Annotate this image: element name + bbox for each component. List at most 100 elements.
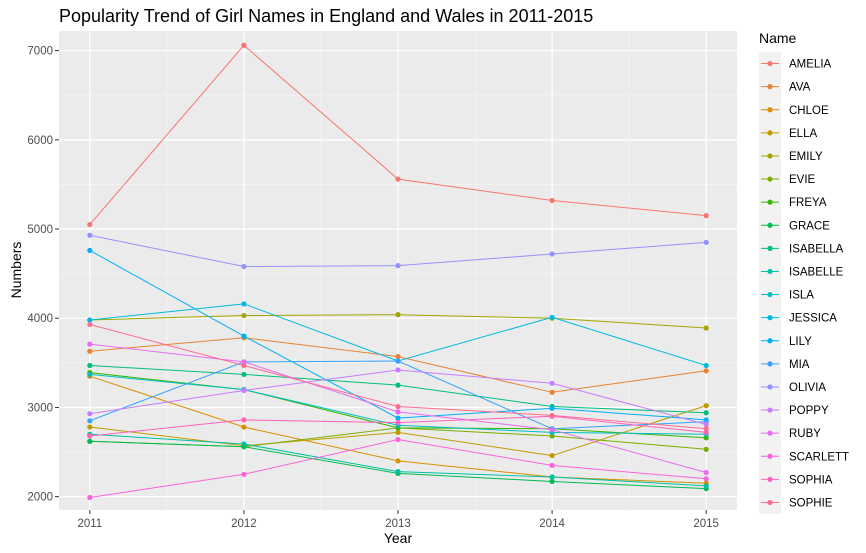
legend: Name AMELIA AVA CHLOE ELLA EMILY EVIE FREYA GRA… xyxy=(759,30,849,514)
legend-label-isla: ISLA xyxy=(789,290,814,302)
x-tick-label: 2015 xyxy=(693,518,719,530)
legend-item-amelia: AMELIA xyxy=(759,52,832,76)
data-point-ava xyxy=(703,368,709,374)
legend-key-point-chloe xyxy=(767,107,773,113)
legend-key-point-ava xyxy=(767,84,773,90)
data-point-grace xyxy=(87,438,93,444)
legend-key-point-isabella xyxy=(767,245,773,251)
legend-item-isabelle: ISABELLE xyxy=(759,259,844,283)
data-point-jessica xyxy=(87,317,93,323)
series-layer xyxy=(87,42,709,501)
x-tick-label: 2012 xyxy=(231,518,257,530)
legend-label-grace: GRACE xyxy=(789,220,830,232)
data-point-jessica xyxy=(241,301,247,307)
data-point-sophie xyxy=(703,426,709,432)
legend-item-jessica: JESSICA xyxy=(759,306,837,330)
series-isabella xyxy=(87,362,709,416)
data-point-chloe xyxy=(241,424,247,430)
data-point-sophia xyxy=(703,429,709,435)
y-tick-label: 2000 xyxy=(27,492,53,504)
data-point-isabella xyxy=(241,371,247,378)
legend-key-point-freya xyxy=(767,199,773,205)
legend-label-sophie: SOPHIE xyxy=(789,497,833,509)
data-point-chloe xyxy=(395,458,401,464)
data-point-freya xyxy=(703,435,709,441)
series-poppy xyxy=(87,367,709,427)
legend-label-mia: MIA xyxy=(789,359,810,371)
data-point-sophia xyxy=(87,433,93,439)
legend-item-mia: MIA xyxy=(759,352,810,376)
data-point-ella xyxy=(549,452,555,459)
legend-item-sophie: SOPHIE xyxy=(759,490,833,514)
data-point-amelia xyxy=(549,197,555,204)
legend-key-point-poppy xyxy=(767,407,773,413)
data-point-emily xyxy=(241,312,247,319)
data-point-sophia xyxy=(241,417,247,423)
legend-label-amelia: AMELIA xyxy=(789,59,832,71)
data-point-olivia xyxy=(395,262,401,269)
data-point-scarlett xyxy=(87,494,93,501)
x-tick-label: 2014 xyxy=(539,518,565,530)
data-point-olivia xyxy=(549,251,555,257)
data-point-ava xyxy=(395,353,401,360)
legend-key-point-ella xyxy=(767,130,773,136)
legend-title: Name xyxy=(759,30,797,46)
data-point-lily xyxy=(87,247,93,254)
data-point-ella xyxy=(395,429,401,435)
legend-item-freya: FREYA xyxy=(759,190,827,214)
legend-key-point-scarlett xyxy=(767,453,773,459)
data-point-lily xyxy=(395,415,401,421)
series-ella xyxy=(87,403,709,459)
legend-item-sophia: SOPHIA xyxy=(759,467,833,491)
legend-label-poppy: POPPY xyxy=(789,405,829,417)
legend-item-poppy: POPPY xyxy=(759,398,829,422)
data-point-scarlett xyxy=(549,462,555,469)
data-point-ava xyxy=(549,389,555,395)
legend-item-evie: EVIE xyxy=(759,167,816,191)
series-ruby xyxy=(87,341,709,476)
data-point-poppy xyxy=(395,367,401,373)
x-axis: 2011 2012 2013 2014 2015 xyxy=(77,510,719,530)
legend-item-lily: LILY xyxy=(759,329,812,353)
data-point-emily xyxy=(703,325,709,331)
y-axis-title: Numbers xyxy=(8,242,24,299)
data-point-lily xyxy=(241,333,247,339)
legend-label-freya: FREYA xyxy=(789,197,827,209)
legend-item-olivia: OLIVIA xyxy=(759,375,826,399)
data-point-scarlett xyxy=(395,436,401,443)
data-point-ruby xyxy=(241,359,247,365)
legend-item-isabella: ISABELLA xyxy=(759,236,844,260)
data-point-mia xyxy=(395,358,401,364)
data-point-evie xyxy=(549,433,555,439)
legend-key-point-isabelle xyxy=(767,268,773,275)
y-axis: 2000 3000 4000 5000 6000 7000 xyxy=(27,46,59,504)
data-point-ruby xyxy=(703,469,709,476)
legend-label-evie: EVIE xyxy=(789,174,816,186)
data-point-mia xyxy=(87,418,93,424)
chart-title: Popularity Trend of Girl Names in Englan… xyxy=(59,6,593,26)
legend-label-scarlett: SCARLETT xyxy=(789,451,849,463)
legend-item-ava: AVA xyxy=(759,75,811,99)
legend-item-ella: ELLA xyxy=(759,121,817,145)
data-point-ruby xyxy=(549,427,555,433)
data-point-isabelle xyxy=(241,441,247,447)
x-tick-label: 2011 xyxy=(77,518,102,530)
y-tick-label: 6000 xyxy=(27,135,53,147)
legend-key-point-jessica xyxy=(767,315,773,321)
series-scarlett xyxy=(87,436,709,501)
data-point-sophie xyxy=(395,403,401,410)
legend-item-scarlett: SCARLETT xyxy=(759,444,849,468)
data-point-isabella xyxy=(87,362,93,369)
data-point-ruby xyxy=(395,409,401,415)
x-tick-label: 2013 xyxy=(385,518,411,530)
data-point-poppy xyxy=(703,421,709,427)
legend-key-point-isla xyxy=(767,291,773,298)
legend-label-ella: ELLA xyxy=(789,128,817,140)
data-point-amelia xyxy=(241,42,247,48)
data-point-emily xyxy=(395,312,401,318)
legend-item-isla: ISLA xyxy=(759,283,814,307)
legend-label-emily: EMILY xyxy=(789,151,823,163)
legend-label-chloe: CHLOE xyxy=(789,105,829,117)
legend-item-ruby: RUBY xyxy=(759,421,821,445)
